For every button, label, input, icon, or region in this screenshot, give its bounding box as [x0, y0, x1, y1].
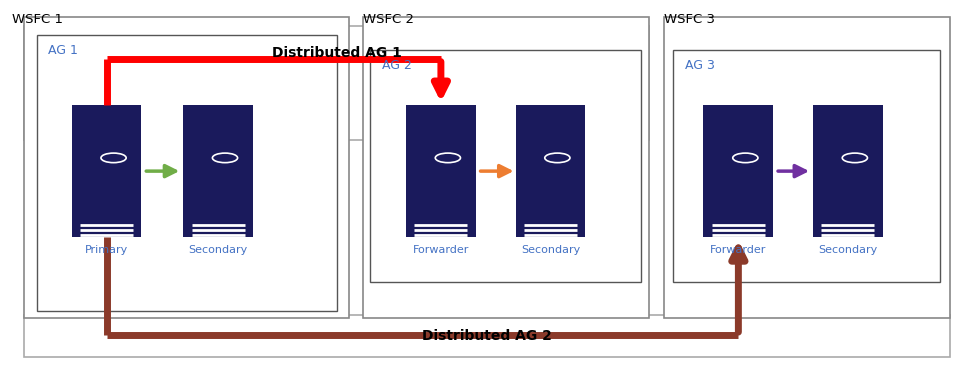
Text: Forwarder: Forwarder	[710, 245, 766, 255]
Text: AG 2: AG 2	[382, 59, 412, 72]
Bar	[24, 17, 349, 318]
Text: WSFC 2: WSFC 2	[363, 13, 415, 26]
Bar	[703, 105, 773, 237]
Text: Forwarder: Forwarder	[413, 245, 469, 255]
Text: Distributed AG 2: Distributed AG 2	[422, 329, 552, 343]
Text: Secondary: Secondary	[188, 245, 248, 255]
Text: Secondary: Secondary	[818, 245, 878, 255]
Bar	[673, 50, 940, 282]
Bar	[664, 17, 950, 318]
Text: AG 1: AG 1	[48, 44, 78, 57]
Text: Primary: Primary	[85, 245, 128, 255]
Bar	[406, 105, 476, 237]
Text: Distributed AG 1: Distributed AG 1	[271, 46, 402, 60]
Text: AG 3: AG 3	[685, 59, 715, 72]
Bar	[813, 105, 883, 237]
Text: WSFC 3: WSFC 3	[664, 13, 715, 26]
Bar	[183, 105, 253, 237]
Bar	[370, 50, 641, 282]
Bar	[72, 105, 141, 237]
Bar	[516, 105, 585, 237]
Bar	[363, 17, 649, 318]
Bar	[37, 35, 337, 311]
Text: WSFC 1: WSFC 1	[12, 13, 63, 26]
Bar	[24, 315, 950, 357]
Bar	[24, 26, 649, 140]
Text: Secondary: Secondary	[520, 245, 580, 255]
